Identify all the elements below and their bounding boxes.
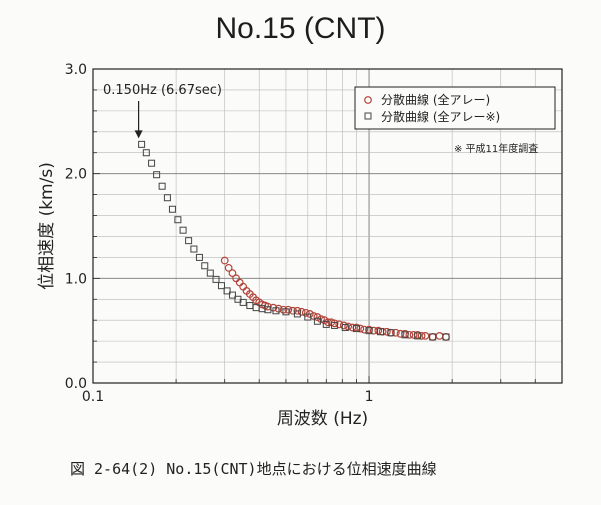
- data-point-circle: [409, 330, 418, 339]
- data-point-circle: [417, 332, 426, 340]
- figure-caption: 図 2-64(2) No.15(CNT)地点における位相速度曲線: [70, 460, 437, 478]
- legend-box: [354, 86, 556, 130]
- data-point-circle: [301, 308, 310, 317]
- data-point-circle: [405, 330, 414, 339]
- data-point-square: [168, 205, 176, 213]
- annotation-survey-note: ※ 平成11年度調査: [454, 142, 538, 155]
- x-tick-label: 1: [365, 389, 374, 405]
- data-point-square: [442, 333, 450, 341]
- data-point-circle: [339, 321, 348, 330]
- data-point-circle: [442, 333, 450, 341]
- data-point-square: [376, 328, 384, 336]
- data-point-square: [239, 298, 247, 306]
- data-point-square: [206, 269, 214, 277]
- axis-ticks: [92, 68, 563, 384]
- data-point-square: [429, 333, 437, 341]
- data-point-circle: [428, 333, 437, 341]
- data-point-square: [282, 308, 290, 316]
- data-point-square: [201, 262, 209, 270]
- data-point-circle: [391, 328, 400, 337]
- data-point-square: [293, 310, 301, 318]
- data-point-square: [272, 307, 280, 315]
- data-point-square: [190, 245, 198, 253]
- y-tick-label: 3.0: [65, 62, 87, 78]
- data-point-circle: [435, 332, 444, 340]
- data-point-square: [185, 237, 193, 245]
- data-point-circle: [360, 325, 369, 334]
- data-point-square: [148, 159, 156, 167]
- data-point-square: [174, 216, 182, 224]
- data-point-circle: [317, 315, 325, 324]
- legend-label-all-array: 分散曲線 (全アレー): [381, 92, 490, 107]
- series-circles: [220, 256, 450, 341]
- data-point-square: [414, 332, 422, 340]
- data-point-circle: [421, 332, 430, 340]
- data-point-circle: [224, 263, 233, 272]
- data-point-square: [158, 182, 166, 190]
- data-point-square: [228, 291, 236, 299]
- x-tick-label: 0.1: [82, 389, 104, 405]
- data-point-square: [304, 313, 312, 321]
- annotation-frequency: 0.150Hz (6.67sec): [103, 83, 222, 98]
- legend: 分散曲線 (全アレー) 分散曲線 (全アレー※): [354, 86, 556, 130]
- data-point-circle: [396, 329, 405, 338]
- data-point-square: [322, 320, 330, 328]
- y-tick-label: 2.0: [65, 167, 87, 183]
- data-point-circle: [284, 305, 293, 314]
- data-point-circle: [297, 307, 306, 316]
- data-point-square: [223, 287, 231, 295]
- data-point-square: [341, 324, 349, 332]
- legend-marker-square: [364, 112, 372, 120]
- axis-tick-labels: 0.1 1 0.0 1.0 2.0 3.0: [65, 62, 374, 405]
- data-point-square: [179, 226, 187, 234]
- data-point-square: [401, 331, 409, 339]
- data-point-circle: [235, 278, 244, 287]
- x-axis-label: 周波数 (Hz): [277, 409, 368, 429]
- data-point-square: [387, 329, 395, 337]
- data-point-circle: [220, 256, 229, 265]
- data-point-square: [331, 321, 339, 329]
- data-point-square: [246, 302, 254, 310]
- data-point-square: [352, 325, 360, 333]
- data-point-square: [264, 306, 272, 314]
- data-point-square: [217, 282, 225, 290]
- annotation-arrow-head: [134, 130, 143, 139]
- y-tick-label: 0.0: [65, 376, 87, 392]
- annotation-arrow: [134, 101, 143, 139]
- data-point-circle: [279, 305, 288, 314]
- y-axis-label: 位相速度 (km/s): [37, 162, 57, 290]
- legend-marker-circle: [364, 96, 372, 104]
- series-squares: [138, 140, 450, 341]
- legend-circle-icon: [364, 96, 372, 104]
- data-point-square: [212, 275, 220, 283]
- legend-label-all-array-note: 分散曲線 (全アレー※): [381, 109, 500, 124]
- data-point-circle: [348, 323, 357, 332]
- data-series: [138, 140, 450, 341]
- data-point-circle: [374, 326, 383, 335]
- data-point-circle: [228, 269, 237, 278]
- data-point-square: [313, 317, 321, 325]
- data-point-square: [195, 253, 203, 261]
- data-point-square: [142, 149, 150, 157]
- data-point-square: [365, 327, 373, 335]
- legend-square-icon: [364, 112, 372, 120]
- y-tick-label: 1.0: [65, 271, 87, 287]
- data-point-square: [153, 171, 161, 179]
- chart-title: No.15 (CNT): [215, 12, 386, 45]
- data-point-square: [163, 194, 171, 202]
- data-point-circle: [356, 324, 365, 333]
- data-point-square: [138, 140, 146, 148]
- plot-frame: [92, 68, 563, 384]
